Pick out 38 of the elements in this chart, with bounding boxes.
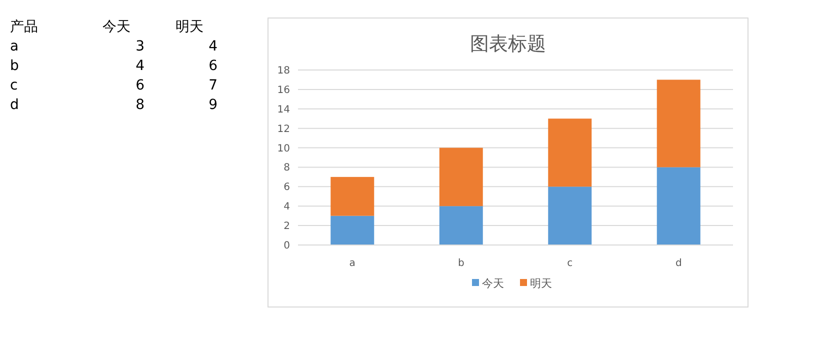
bar (656, 167, 700, 245)
bar (439, 206, 483, 245)
y-tick-label: 2 (284, 221, 290, 232)
bar (548, 186, 592, 245)
x-tick-label: b (458, 258, 464, 269)
data-label: 4 (208, 38, 218, 54)
y-tick-label: c (10, 78, 18, 94)
y-tick-label: d (10, 97, 19, 113)
legend-label: 今天 (482, 277, 504, 290)
y-tick-label: 14 (277, 104, 290, 116)
y-tick-label: 0 (284, 240, 290, 252)
text: 产品 (10, 19, 38, 35)
chart-title: 图表标题 (470, 33, 546, 55)
legend-label: 明天 (530, 277, 552, 290)
y-tick-label: a (10, 38, 19, 54)
data-label: 7 (208, 78, 218, 94)
bar (330, 216, 374, 245)
x-tick-label: c (567, 258, 573, 269)
bar (330, 176, 374, 216)
y-tick-label: 16 (277, 84, 290, 96)
data-label: 8 (136, 97, 144, 113)
y-tick-label: 12 (277, 124, 290, 135)
y-tick-label: 10 (277, 143, 290, 154)
y-tick-label: 18 (277, 66, 290, 76)
data-label: 3 (136, 38, 144, 54)
y-tick-label: 6 (284, 182, 290, 194)
x-tick-label: d (675, 258, 682, 269)
bar (548, 118, 592, 187)
data-label: 9 (208, 97, 218, 113)
y-tick-label: 4 (284, 202, 290, 213)
data-label: 4 (136, 58, 145, 74)
bar (439, 148, 483, 206)
y-tick-label: b (10, 58, 19, 74)
bar (656, 80, 700, 168)
data-label: 6 (208, 58, 218, 74)
x-tick-label: a (349, 258, 356, 269)
y-tick-label: 8 (284, 162, 290, 174)
data-label: 6 (136, 78, 145, 94)
